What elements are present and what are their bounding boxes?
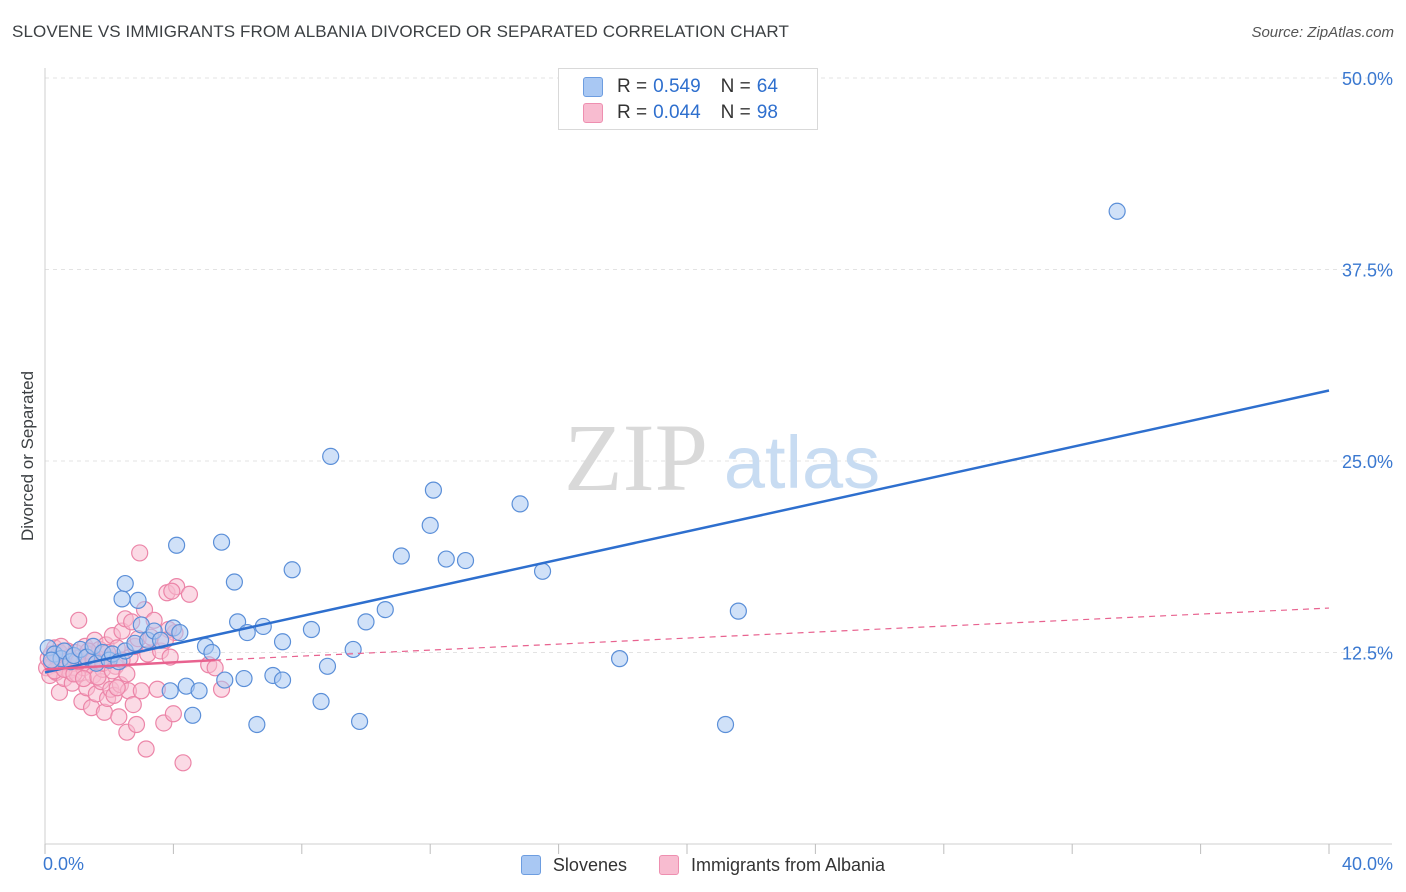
slovenes-point[interactable] bbox=[235, 669, 253, 688]
slovenes-point[interactable] bbox=[392, 547, 410, 565]
albania-point[interactable] bbox=[161, 648, 179, 666]
albania-trend-line-extended bbox=[215, 607, 1330, 661]
legend-n-label: N = bbox=[720, 76, 751, 97]
legend: R = 0.549 N = 64 R = 0.044 N = 98 bbox=[558, 68, 818, 130]
albania-point[interactable] bbox=[164, 705, 182, 723]
slovenes-point[interactable] bbox=[312, 692, 330, 711]
legend-n-value: 98 bbox=[756, 102, 778, 123]
slovenes-point[interactable] bbox=[716, 715, 735, 734]
slovenes-point[interactable] bbox=[273, 633, 292, 651]
slovenes-point[interactable] bbox=[225, 573, 243, 591]
slovenes-point[interactable] bbox=[216, 671, 234, 689]
slovenes-point[interactable] bbox=[129, 591, 147, 610]
slovenes-point[interactable] bbox=[511, 495, 529, 513]
bottom-legend: Slovenes Immigrants from Albania bbox=[0, 852, 1406, 878]
legend-n-label: N = bbox=[720, 102, 751, 123]
series-slovenes-points bbox=[39, 202, 1126, 734]
legend-n-value: 64 bbox=[756, 76, 778, 97]
bottom-legend-label-slovenes: Slovenes bbox=[552, 854, 627, 875]
slovenes-point[interactable] bbox=[533, 562, 552, 580]
watermark-atlas: atlas bbox=[724, 421, 880, 504]
albania-point[interactable] bbox=[131, 544, 149, 562]
slovenes-point[interactable] bbox=[248, 715, 266, 734]
slovenes-point[interactable] bbox=[203, 643, 221, 662]
bottom-legend-slovenes[interactable]: Slovenes bbox=[520, 854, 627, 876]
slovenes-point[interactable] bbox=[171, 623, 189, 642]
slovenes-point[interactable] bbox=[729, 602, 747, 620]
x-tick-labels: 0.0% 40.0% bbox=[43, 854, 1393, 874]
albania-point[interactable] bbox=[174, 754, 192, 772]
slovenes-point[interactable] bbox=[344, 640, 362, 659]
bottom-legend-albania[interactable]: Immigrants from Albania bbox=[658, 854, 886, 876]
slovenes-point[interactable] bbox=[437, 550, 455, 568]
albania-point[interactable] bbox=[132, 682, 150, 700]
slovenes-point[interactable] bbox=[302, 620, 321, 639]
albania-trend-line bbox=[44, 658, 216, 671]
slovenes-point[interactable] bbox=[357, 613, 375, 631]
y-tick-label: 25.0% bbox=[1342, 452, 1393, 472]
legend-r-label: R = bbox=[617, 102, 648, 123]
bottom-legend-label-albania: Immigrants from Albania bbox=[690, 854, 886, 875]
bottom-legend-swatch-slovenes bbox=[520, 855, 541, 875]
slovenes-point[interactable] bbox=[184, 706, 202, 724]
slovenes-point[interactable] bbox=[322, 447, 340, 466]
albania-point[interactable] bbox=[110, 708, 128, 726]
slovenes-point[interactable] bbox=[421, 516, 439, 534]
albania-point[interactable] bbox=[70, 611, 88, 629]
legend-swatch-slovenes bbox=[583, 77, 603, 97]
albania-point[interactable] bbox=[127, 715, 146, 734]
slovenes-point[interactable] bbox=[283, 561, 301, 579]
bottom-legend-swatch-albania bbox=[658, 855, 679, 875]
x-tick-label: 0.0% bbox=[43, 854, 84, 874]
legend-swatch-albania bbox=[583, 103, 603, 123]
chart-source: Source: ZipAtlas.com bbox=[1251, 24, 1394, 41]
legend-r-label: R = bbox=[617, 76, 648, 97]
slovenes-point[interactable] bbox=[610, 650, 629, 668]
y-tick-label: 50.0% bbox=[1342, 69, 1393, 89]
slovenes-point[interactable] bbox=[116, 574, 134, 593]
legend-r-value: 0.549 bbox=[653, 76, 701, 97]
slovenes-point[interactable] bbox=[350, 712, 369, 731]
slovenes-point[interactable] bbox=[212, 533, 231, 551]
albania-point[interactable] bbox=[180, 585, 199, 603]
chart-title: SLOVENE VS IMMIGRANTS FROM ALBANIA DIVOR… bbox=[12, 22, 789, 41]
albania-point[interactable] bbox=[108, 679, 126, 697]
legend-r-value: 0.044 bbox=[653, 102, 701, 123]
watermark-zip: ZIP bbox=[564, 404, 708, 511]
slovenes-point[interactable] bbox=[456, 551, 475, 570]
y-tick-label: 12.5% bbox=[1342, 644, 1393, 664]
x-tick-label: 40.0% bbox=[1342, 854, 1393, 874]
slovenes-point[interactable] bbox=[161, 682, 179, 700]
albania-point[interactable] bbox=[124, 695, 142, 714]
albania-point[interactable] bbox=[74, 669, 93, 688]
albania-point[interactable] bbox=[137, 740, 155, 758]
y-tick-label: 37.5% bbox=[1342, 261, 1393, 281]
slovenes-point[interactable] bbox=[113, 590, 131, 608]
gridlines bbox=[45, 77, 1392, 653]
y-tick-labels: 12.5% 25.0% 37.5% 50.0% bbox=[1342, 69, 1393, 664]
albania-point[interactable] bbox=[163, 582, 181, 600]
slovenes-point[interactable] bbox=[318, 657, 337, 675]
watermark: ZIP atlas bbox=[564, 404, 880, 511]
slovenes-point[interactable] bbox=[168, 536, 186, 554]
slovenes-point[interactable] bbox=[273, 671, 292, 689]
slovenes-point[interactable] bbox=[376, 601, 394, 619]
trend-lines bbox=[44, 389, 1330, 674]
legend-row-slovenes: R = 0.549 N = 64 bbox=[583, 74, 778, 100]
slovenes-point[interactable] bbox=[424, 481, 443, 499]
legend-row-albania: R = 0.044 N = 98 bbox=[583, 100, 778, 126]
slovenes-point[interactable] bbox=[190, 682, 208, 700]
slovenes-point[interactable] bbox=[1108, 202, 1126, 220]
axes bbox=[44, 68, 1392, 854]
slovenes-trend-line bbox=[44, 389, 1330, 674]
slovenes-point[interactable] bbox=[42, 651, 61, 669]
